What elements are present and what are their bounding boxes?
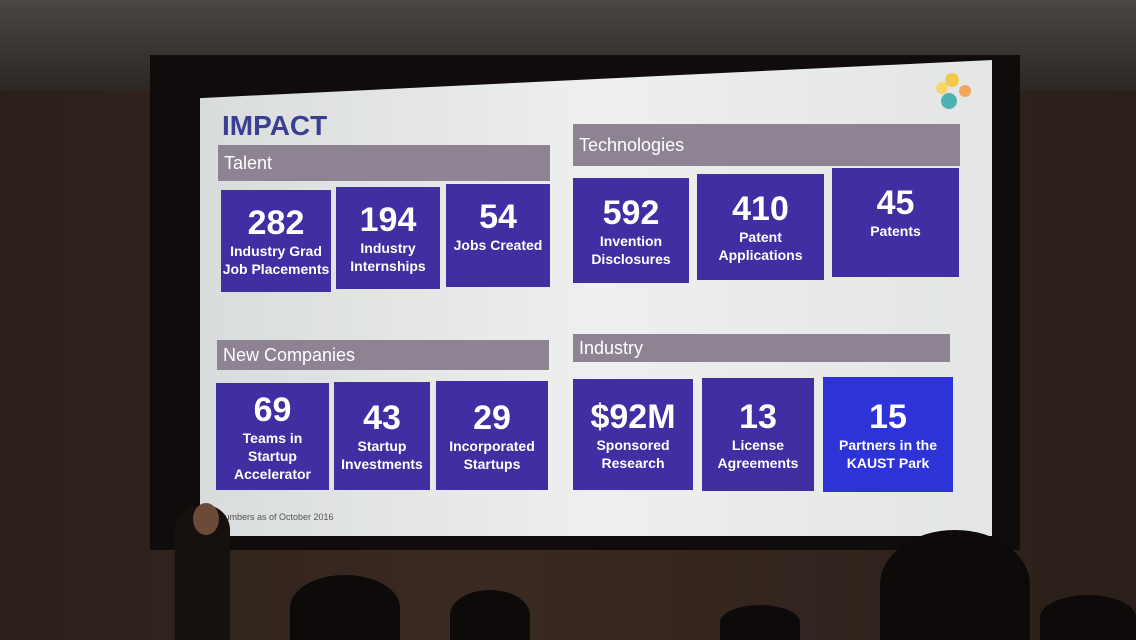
- stat-value: 15: [869, 397, 907, 436]
- stat-value: 282: [247, 204, 305, 242]
- section-heading-technologies: Technologies: [573, 124, 960, 166]
- section-heading-new-companies: New Companies: [217, 340, 549, 370]
- stat-label: Industry Internships: [350, 240, 426, 274]
- stat-label: Teams in Startup Accelerator: [233, 429, 312, 482]
- stat-box: 43 Startup Investments: [334, 382, 430, 490]
- stat-box: 45 Patents: [832, 168, 959, 277]
- stat-label: Patent Applications: [718, 229, 803, 263]
- stat-label: Incorporated Startups: [449, 437, 535, 472]
- audience-head: [290, 575, 400, 640]
- audience-head: [450, 590, 530, 640]
- stat-box: 592 Invention Disclosures: [573, 178, 689, 283]
- stat-value: 592: [602, 193, 660, 232]
- stat-box: 194 Industry Internships: [336, 187, 440, 289]
- stat-label: License Agreements: [717, 436, 799, 471]
- stat-value: 13: [739, 397, 777, 436]
- audience-head: [720, 605, 800, 640]
- stat-label: Patents: [870, 223, 921, 239]
- stat-box: 29 Incorporated Startups: [436, 381, 548, 490]
- stat-value: 45: [876, 184, 915, 222]
- stat-value: 410: [732, 190, 789, 228]
- stat-value: 43: [363, 399, 401, 437]
- stat-label: Partners in the KAUST Park: [838, 436, 938, 471]
- section-heading-talent: Talent: [218, 145, 550, 181]
- stat-box-highlight: 15 Partners in the KAUST Park: [823, 377, 953, 492]
- stat-value: 29: [473, 398, 511, 437]
- stat-box: 410 Patent Applications: [697, 174, 824, 280]
- stat-value: 54: [479, 198, 517, 236]
- stat-box: $92M Sponsored Research: [573, 379, 693, 490]
- stat-label: Industry Grad Job Placements: [222, 243, 330, 277]
- stat-value: $92M: [590, 397, 676, 436]
- stat-value: 69: [253, 390, 292, 429]
- audience-head: [880, 530, 1030, 640]
- stat-label: Jobs Created: [453, 237, 543, 253]
- slide-title: IMPACT: [222, 110, 328, 141]
- stat-label: Sponsored Research: [596, 436, 670, 471]
- stat-box: 69 Teams in Startup Accelerator: [216, 383, 329, 490]
- footnote: Numbers as of October 2016: [218, 512, 334, 522]
- stat-box: 13 License Agreements: [702, 378, 814, 491]
- audience-head: [1040, 595, 1136, 640]
- stat-box: 54 Jobs Created: [446, 184, 550, 287]
- stat-box: 282 Industry Grad Job Placements: [221, 190, 331, 292]
- section-heading-industry: Industry: [573, 334, 950, 362]
- presenter-head: [193, 503, 219, 535]
- logo-icon: [936, 73, 971, 109]
- stat-value: 194: [359, 201, 417, 239]
- stat-label: Invention Disclosures: [591, 232, 671, 267]
- stat-label: Startup Investments: [341, 438, 423, 472]
